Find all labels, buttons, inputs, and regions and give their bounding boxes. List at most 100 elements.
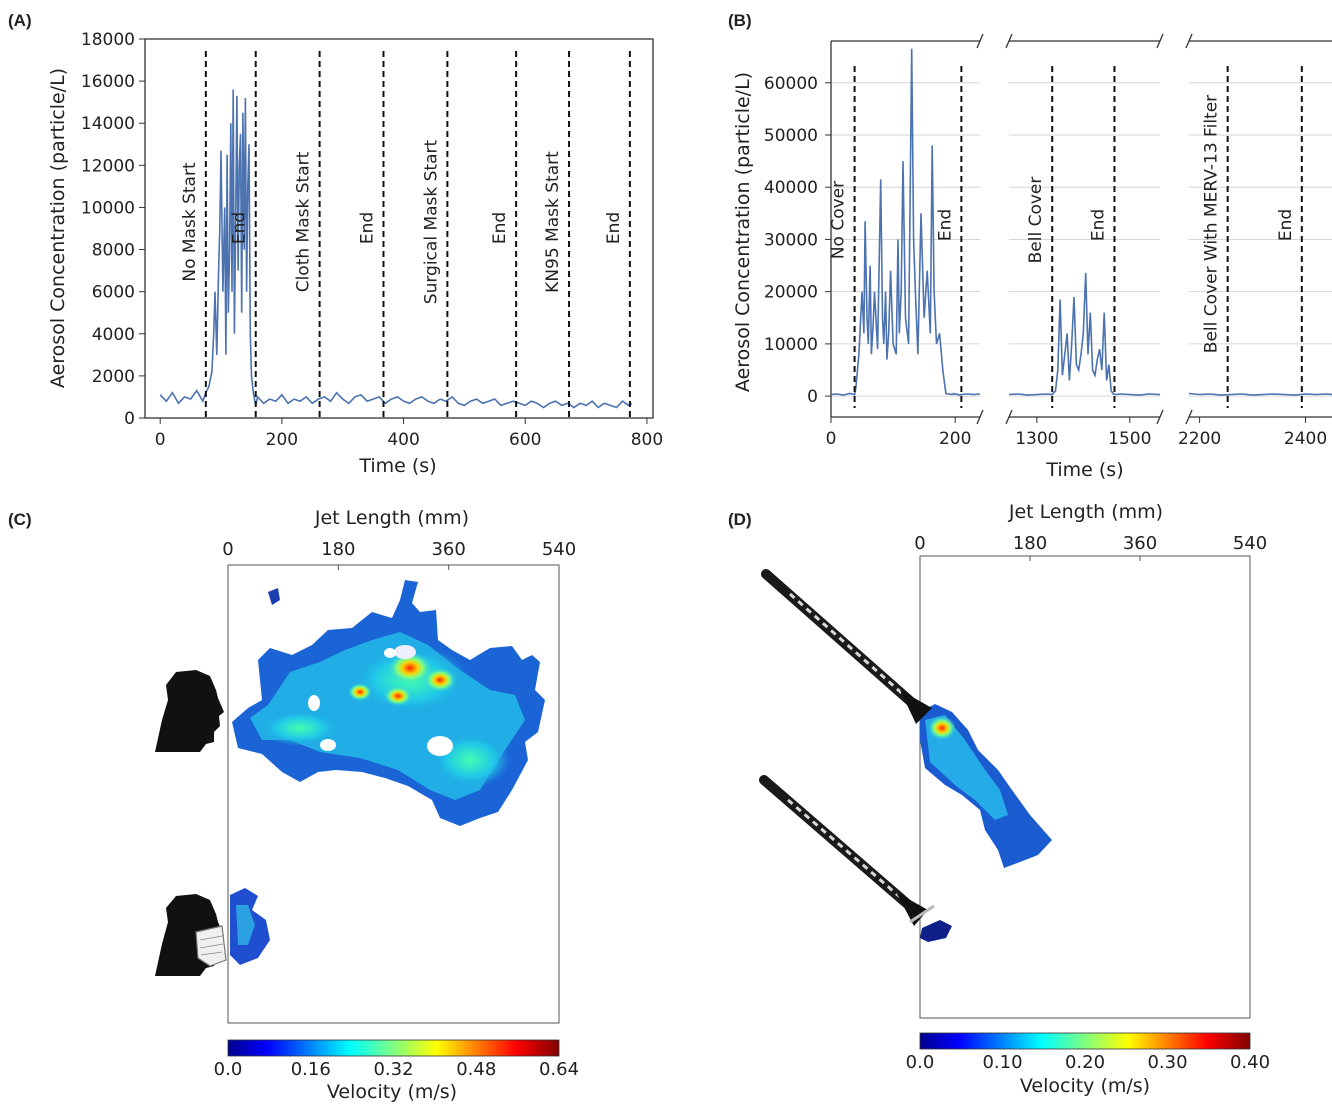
chart-a-event-label: No Mask Start (180, 162, 200, 282)
chart-a-xtick-label: 800 (631, 430, 663, 450)
chart-b-ytick-label: 10000 (764, 335, 818, 355)
chart-c-velocity-field-masked-core (236, 905, 255, 945)
chart-d-colorbar-tick-label: 0.0 (906, 1052, 935, 1073)
chart-a-ylabel: Aerosol Concentration (particle/L) (47, 68, 69, 388)
chart-d-xlabel: Jet Length (mm) (1008, 501, 1163, 523)
chart-b-ytick-label: 0 (807, 387, 818, 407)
chart-d-colorbar (919, 1032, 1251, 1050)
chart-b-axis-break (1185, 33, 1193, 49)
chart-a-ytick-label: 14000 (81, 114, 135, 134)
chart-b-event-label: No Cover (829, 181, 849, 259)
chart-c-xtick-label: 180 (321, 539, 355, 560)
chart-a-series-line (159, 89, 633, 409)
chart-b-event-label: Bell Cover (1026, 177, 1046, 264)
chart-d-velocity-field-covered (920, 920, 952, 942)
chart-a-event-label: KN95 Mask Start (543, 151, 563, 293)
chart-b-ytick-label: 50000 (764, 126, 818, 146)
chart-b-event-label: End (1276, 209, 1296, 241)
chart-a-ytick-label: 4000 (92, 325, 135, 345)
chart-a-xlabel: Time (s) (358, 455, 436, 477)
chart-b-event-label: Bell Cover With MERV-13 Filter (1202, 95, 1222, 353)
chart-d-xtick-label: 180 (1013, 533, 1047, 554)
chart-d-xtick-label: 0 (914, 533, 925, 554)
chart-c-xtick-label: 540 (542, 539, 576, 560)
chart-b-series-line (830, 48, 981, 396)
chart-a-event-label: End (490, 212, 510, 244)
chart-b-xtick-label: 2400 (1284, 429, 1327, 449)
panel-label-d: (D) (728, 510, 752, 529)
chart-d-colorbar-tick-label: 0.20 (1065, 1052, 1105, 1073)
chart-b: Time (s) Aerosol Concentration (particle… (732, 33, 1332, 481)
chart-b-xtick-label: 200 (939, 429, 971, 449)
chart-a-xtick-label: 0 (155, 430, 166, 450)
chart-d-colorbar-tick-label: 0.10 (982, 1052, 1022, 1073)
chart-b-axis-break (976, 33, 984, 49)
clarinet-covered-bell-icon (759, 775, 935, 926)
chart-c-colorbar (227, 1039, 560, 1057)
chart-b-ylabel: Aerosol Concentration (particle/L) (732, 72, 754, 392)
chart-c-xtick-label: 360 (431, 539, 465, 560)
chart-b-ytick-label: 40000 (764, 178, 818, 198)
chart-a-frame (144, 38, 654, 419)
chart-c-velocity-field-unmasked (232, 580, 545, 826)
chart-b-xtick-label: 1500 (1108, 429, 1151, 449)
chart-b-xtick-label: 2200 (1178, 429, 1221, 449)
chart-c-colorbar-label: Velocity (m/s) (327, 1081, 457, 1103)
clarinet-open-bell-icon (761, 569, 932, 724)
chart-b-series-line (1008, 272, 1161, 396)
chart-c-colorbar-tick-label: 0.0 (214, 1059, 243, 1080)
chart-b-ytick-label: 60000 (764, 74, 818, 94)
chart-b-axis-break (1185, 409, 1193, 425)
chart-d: Jet Length (mm) Velocity (m/s) 0 180 360 54… (759, 501, 1270, 1097)
unmasked-head-icon (155, 670, 224, 752)
chart-d-colorbar-tick-label: 0.30 (1147, 1052, 1187, 1073)
panel-label-b: (B) (728, 11, 752, 30)
chart-a-event-label: Surgical Mask Start (421, 139, 441, 304)
chart-c-colorbar-tick-label: 0.32 (373, 1059, 413, 1080)
chart-b-series-line (1188, 392, 1332, 396)
chart-b-axis-break (1156, 409, 1164, 425)
panel-label-a: (A) (8, 11, 32, 30)
chart-a-event-label: End (357, 212, 377, 244)
chart-b-axis-break (976, 409, 984, 425)
chart-c-colorbar-tick-label: 0.16 (291, 1059, 331, 1080)
chart-c-xlabel: Jet Length (mm) (314, 507, 469, 529)
chart-b-xlabel: Time (s) (1045, 459, 1123, 481)
chart-a-event-label: Cloth Mask Start (294, 151, 314, 292)
chart-b-xtick-label: 0 (826, 429, 837, 449)
chart-b-xtick-label: 1300 (1015, 429, 1058, 449)
chart-a-xtick-label: 400 (387, 430, 419, 450)
chart-d-xtick-label: 540 (1233, 533, 1267, 554)
chart-b-ytick-label: 30000 (764, 230, 818, 250)
chart-a-event-label: End (230, 212, 250, 244)
chart-b-event-label: End (1088, 209, 1108, 241)
chart-d-colorbar-label: Velocity (m/s) (1020, 1075, 1150, 1097)
chart-a-ytick-label: 12000 (81, 156, 135, 176)
chart-a-xtick-label: 600 (509, 430, 541, 450)
chart-b-axis-break (1005, 409, 1013, 425)
chart-a-ytick-label: 10000 (81, 198, 135, 218)
chart-d-velocity-field-open (920, 704, 1052, 868)
chart-a-ytick-label: 8000 (92, 241, 135, 261)
chart-d-colorbar-tick-label: 0.40 (1230, 1052, 1270, 1073)
chart-a-ytick-label: 18000 (81, 30, 135, 50)
chart-c-colorbar-tick-label: 0.64 (539, 1059, 579, 1080)
chart-a-ytick-label: 0 (124, 409, 135, 429)
chart-d-xtick-label: 360 (1123, 533, 1157, 554)
chart-a-ytick-label: 2000 (92, 367, 135, 387)
chart-a-xtick-label: 200 (266, 430, 298, 450)
chart-b-event-label: End (935, 209, 955, 241)
chart-a: Time (s) Aerosol Concentration (particle… (47, 30, 663, 477)
chart-b-axis-break (1005, 33, 1013, 49)
chart-c: Jet Length (mm) (155, 507, 579, 1103)
chart-a-ytick-label: 6000 (92, 283, 135, 303)
chart-c-colorbar-tick-label: 0.48 (456, 1059, 496, 1080)
chart-b-ytick-label: 20000 (764, 283, 818, 303)
panel-label-c: (C) (8, 510, 32, 529)
chart-c-xtick-label: 0 (222, 539, 233, 560)
chart-a-ytick-label: 16000 (81, 72, 135, 92)
masked-head-icon (155, 894, 227, 976)
chart-b-axis-break (1156, 33, 1164, 49)
chart-a-event-label: End (604, 212, 624, 244)
